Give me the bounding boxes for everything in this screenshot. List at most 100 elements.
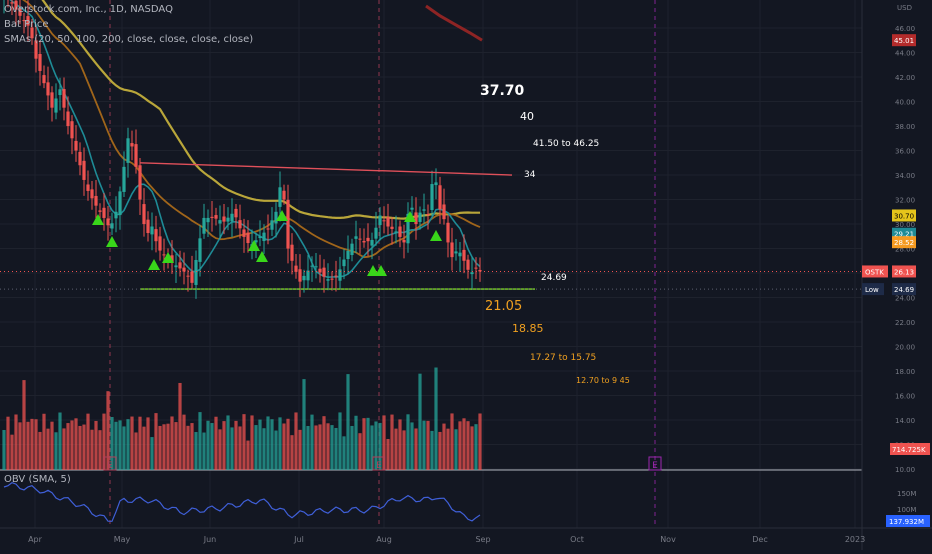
candle-body — [422, 209, 426, 211]
price-axis-tick: 28.00 — [895, 246, 915, 254]
candle-body — [306, 270, 310, 281]
buy-signal-triangle — [276, 210, 288, 221]
candle-body — [442, 204, 446, 220]
volume-bar — [30, 418, 34, 470]
chart-legend: Overstock.com, Inc., 1D, NASDAQ Bat Pric… — [4, 3, 253, 48]
time-axis-tick: 2023 — [845, 535, 865, 544]
volume-bar — [242, 414, 246, 470]
candle-body — [22, 20, 26, 22]
price-axis-tick: 20.00 — [895, 344, 915, 352]
volume-bar — [426, 420, 430, 470]
volume-bar — [294, 412, 298, 470]
volume-bar — [222, 421, 226, 470]
resistance-line — [139, 162, 513, 176]
sma-100-line — [41, 0, 480, 220]
volume-bar — [342, 436, 346, 470]
symbol-title: Overstock.com, Inc., 1D, NASDAQ — [4, 4, 173, 15]
time-axis-tick: Jun — [203, 535, 217, 544]
candle-body — [78, 151, 82, 166]
volume-bar — [90, 429, 94, 470]
volume-bar — [230, 427, 234, 470]
time-axis-tick: Dec — [752, 535, 767, 544]
volume-bar — [346, 374, 350, 470]
candle-body — [234, 208, 238, 218]
support-label: 24.69 — [541, 273, 567, 283]
sma-legend[interactable]: SMAs (20, 50, 100, 200, close, close, cl… — [4, 34, 254, 45]
candle-body — [70, 121, 74, 139]
candle-body — [114, 211, 118, 219]
volume-bar — [410, 422, 414, 470]
volume-bar — [466, 421, 470, 470]
buy-signal-triangle — [256, 251, 268, 262]
buy-signal-triangle — [148, 259, 160, 270]
volume-tag: 714.725K — [892, 446, 926, 454]
volume-bar — [262, 428, 266, 470]
volume-bar — [406, 414, 410, 470]
volume-bar — [226, 415, 230, 470]
volume-bar — [354, 415, 358, 470]
candle-body — [226, 217, 230, 222]
volume-bar — [198, 412, 202, 470]
candle-body — [106, 218, 110, 226]
volume-bar — [314, 425, 318, 470]
volume-bar — [278, 417, 282, 470]
obv-tag: 137.932M — [889, 518, 924, 526]
candle-body — [58, 89, 62, 96]
candle-body — [14, 0, 18, 10]
price-tag-bg — [892, 265, 916, 278]
volume-bar — [402, 430, 406, 470]
time-axis-tick: Aug — [376, 535, 392, 544]
candle-body — [394, 231, 398, 233]
candle-body — [54, 98, 58, 113]
volume-bar — [458, 421, 462, 470]
candle-body — [30, 27, 34, 39]
candle-body — [126, 138, 130, 163]
candle-body — [98, 210, 102, 212]
buy-signal-triangle — [375, 265, 387, 276]
volume-bar — [186, 425, 190, 470]
obv-legend[interactable]: OBV (SMA, 5) — [4, 474, 71, 485]
volume-bar — [74, 418, 78, 470]
time-axis-tick: Oct — [570, 535, 584, 544]
volume-bar — [70, 420, 74, 470]
volume-bar — [218, 429, 222, 470]
volume-bar — [286, 418, 290, 470]
volume-bar — [430, 430, 434, 470]
volume-bar — [110, 416, 114, 470]
time-axis-tick: Jul — [293, 535, 304, 544]
candle-body — [258, 236, 262, 239]
candle-body — [330, 278, 334, 280]
candle-body — [326, 279, 330, 281]
volume-bar — [474, 424, 478, 470]
volume-bar — [234, 420, 238, 470]
earnings-marker-label: E — [376, 461, 382, 471]
candle-body — [438, 185, 442, 210]
volume-bar — [34, 419, 38, 470]
volume-bar — [162, 424, 166, 470]
resistance-label: 34 — [524, 170, 536, 180]
volume-bar — [202, 432, 206, 470]
sma-50-line — [22, 0, 481, 259]
candle-body — [346, 251, 350, 259]
candle-body — [474, 267, 478, 269]
price-axis-tick: 22.00 — [895, 319, 915, 327]
volume-bar — [446, 428, 450, 470]
target-label: 41.50 to 46.25 — [533, 139, 599, 149]
price-axis-tick: 18.00 — [895, 368, 915, 376]
price-axis-tick: 32.00 — [895, 197, 915, 205]
volume-bar — [318, 424, 322, 470]
candle-body — [242, 229, 246, 237]
candle-body — [142, 204, 146, 225]
time-axis-tick: Nov — [660, 535, 676, 544]
candle-body — [466, 259, 470, 270]
volume-bar — [146, 417, 150, 470]
candle-body — [66, 111, 70, 127]
indicator-subtitle: Bat Price — [4, 19, 49, 30]
candle-body — [470, 272, 474, 275]
candle-body — [334, 275, 338, 277]
candle-body — [34, 40, 38, 59]
candle-body — [18, 8, 22, 16]
candle-body — [418, 212, 422, 222]
